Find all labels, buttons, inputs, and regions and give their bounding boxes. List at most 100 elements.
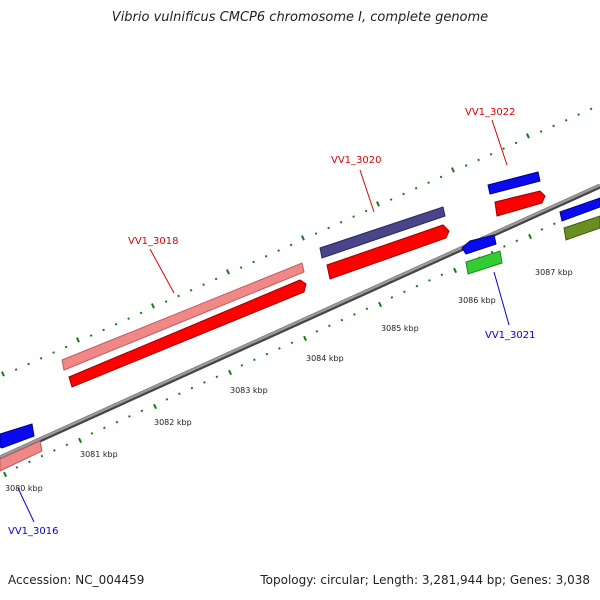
- gene-label-3020[interactable]: VV1_3020: [331, 155, 382, 166]
- lower-track-tick: [3, 471, 8, 478]
- lower-track-tick: [153, 403, 158, 410]
- upper-track-tick: [352, 215, 355, 218]
- lower-track-tick: [378, 301, 383, 308]
- lower-track-tick: [90, 432, 94, 435]
- feature-cds-3021[interactable]: [461, 234, 497, 255]
- upper-track-tick: [52, 351, 55, 354]
- lower-track-tick: [540, 228, 544, 231]
- feature-cog-3022[interactable]: [487, 171, 541, 195]
- feature-cog-3020[interactable]: [319, 206, 446, 259]
- upper-tick-track: [0, 107, 593, 377]
- lower-track-tick: [353, 313, 356, 316]
- upper-track-tick: [339, 220, 343, 224]
- scale-label-3082: 3082 kbp: [154, 418, 192, 427]
- scale-label-3083: 3083 kbp: [230, 386, 268, 395]
- upper-track-tick: [102, 328, 105, 332]
- upper-track-tick: [177, 294, 180, 298]
- feature-cog-right-edge[interactable]: [559, 197, 600, 222]
- lower-track-tick: [203, 381, 206, 384]
- upper-track-tick: [27, 362, 30, 366]
- upper-track-tick: [577, 113, 580, 116]
- lower-track-tick: [228, 369, 233, 376]
- gene-label-3022[interactable]: VV1_3022: [465, 107, 516, 118]
- feature-cog-3016[interactable]: [0, 440, 43, 472]
- lower-track-tick: [28, 460, 31, 464]
- upper-track-tick: [300, 235, 305, 241]
- lower-track-tick: [278, 347, 281, 350]
- leader-line-3021: [493, 271, 510, 326]
- upper-track-tick: [414, 186, 418, 190]
- upper-track-tick: [89, 334, 93, 337]
- upper-track-tick: [375, 201, 380, 207]
- upper-track-tick: [164, 300, 168, 303]
- lower-track-tick: [528, 233, 533, 240]
- lower-track-tick: [265, 352, 269, 356]
- gene-label-3021[interactable]: VV1_3021: [485, 330, 536, 341]
- feature-cog-3018[interactable]: [61, 262, 305, 371]
- lower-track-tick: [128, 415, 131, 418]
- scale-label-3087: 3087 kbp: [535, 268, 573, 277]
- feature-cds-3016[interactable]: [0, 423, 35, 449]
- upper-track-tick: [139, 311, 143, 315]
- lower-track-tick: [415, 284, 419, 288]
- lower-track-tick: [453, 267, 458, 274]
- upper-track-tick: [114, 322, 118, 326]
- upper-track-tick: [0, 371, 5, 377]
- lower-track-tick: [15, 466, 19, 469]
- upper-track-tick: [402, 192, 405, 196]
- upper-track-tick: [289, 243, 293, 247]
- gene-label-3016[interactable]: VV1_3016: [8, 526, 59, 537]
- upper-track-tick: [264, 254, 268, 258]
- upper-track-tick: [14, 368, 18, 371]
- upper-track-tick: [589, 107, 593, 111]
- upper-track-tick: [39, 356, 43, 360]
- upper-track-tick: [64, 345, 68, 349]
- lower-track-tick: [440, 273, 444, 277]
- leader-line-3018: [149, 248, 175, 294]
- upper-track-tick: [327, 226, 330, 230]
- feature-cog-3021[interactable]: [465, 250, 503, 275]
- upper-track-tick: [252, 260, 255, 264]
- upper-track-tick: [150, 303, 155, 309]
- genome-backbone-highlight: [0, 183, 600, 459]
- upper-track-tick: [239, 266, 243, 269]
- lower-track-tick: [390, 296, 394, 299]
- upper-track-tick: [202, 283, 205, 286]
- upper-track-tick: [127, 317, 130, 320]
- lower-track-tick: [40, 454, 44, 458]
- upper-track-tick: [314, 232, 318, 235]
- lower-track-tick: [65, 443, 69, 447]
- lower-track-tick: [115, 420, 119, 424]
- scale-label-3080: 3080 kbp: [5, 484, 43, 493]
- lower-track-tick: [53, 449, 56, 452]
- scale-label-3081: 3081 kbp: [80, 450, 118, 459]
- feature-cds-3018[interactable]: [68, 279, 307, 388]
- lower-track-tick: [140, 409, 144, 413]
- upper-track-tick: [564, 118, 568, 122]
- upper-track-tick: [277, 249, 280, 252]
- lower-track-tick: [515, 239, 519, 243]
- upper-track-tick: [225, 269, 230, 275]
- leader-line-3020: [359, 169, 375, 213]
- upper-track-tick: [552, 124, 555, 128]
- upper-track-tick: [489, 152, 493, 156]
- upper-track-tick: [514, 141, 518, 145]
- upper-track-tick: [389, 198, 393, 201]
- upper-track-tick: [75, 337, 80, 343]
- feature-cog-right-edge-2[interactable]: [563, 215, 600, 241]
- gene-label-3018[interactable]: VV1_3018: [128, 236, 179, 247]
- lower-track-tick: [178, 392, 181, 396]
- upper-track-tick: [539, 130, 543, 133]
- topology-text: Topology: circular; Length: 3,281,944 bp…: [260, 573, 590, 587]
- feature-cds-3020[interactable]: [326, 224, 450, 280]
- lower-track-tick: [290, 341, 294, 345]
- leader-line-3022: [491, 119, 508, 166]
- leader-line-3016: [17, 487, 35, 523]
- lower-track-tick: [165, 398, 169, 401]
- feature-cds-3022[interactable]: [494, 190, 546, 217]
- scale-label-3085: 3085 kbp: [381, 324, 419, 333]
- upper-track-tick: [464, 164, 468, 167]
- upper-track-tick: [450, 167, 455, 173]
- upper-track-tick: [525, 133, 530, 139]
